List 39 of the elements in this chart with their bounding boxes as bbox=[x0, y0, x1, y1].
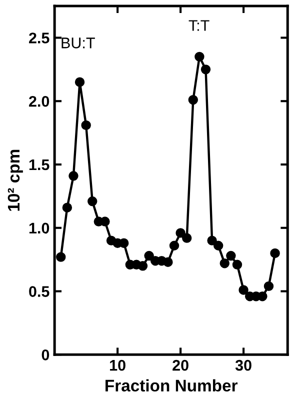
point bbox=[56, 252, 66, 262]
y-tick-label: 0 bbox=[42, 350, 50, 360]
x-axis-title: Fraction Number bbox=[106, 379, 238, 392]
point bbox=[213, 240, 224, 250]
point bbox=[68, 171, 78, 181]
point bbox=[270, 248, 280, 258]
annotation: T:T bbox=[188, 20, 210, 31]
point bbox=[220, 258, 230, 268]
y-tick-label: 0.5 bbox=[29, 286, 50, 297]
point bbox=[264, 281, 274, 292]
point bbox=[81, 120, 91, 130]
point bbox=[88, 196, 98, 206]
x-tick-label: 30 bbox=[235, 360, 252, 371]
y-axis-title: 10² cpm bbox=[8, 150, 23, 211]
point bbox=[138, 261, 148, 271]
y-tick-label: 1.5 bbox=[29, 160, 50, 170]
y-tick-label: 2.0 bbox=[29, 96, 50, 107]
annotation: BU:T bbox=[62, 38, 95, 48]
point bbox=[200, 64, 211, 74]
point bbox=[238, 285, 248, 295]
point bbox=[169, 240, 180, 250]
point bbox=[182, 233, 192, 243]
point bbox=[226, 250, 236, 261]
y-tick-label: 1.0 bbox=[29, 222, 50, 234]
point bbox=[258, 291, 268, 302]
point bbox=[119, 238, 129, 248]
x-tick-label: 10 bbox=[110, 360, 126, 371]
x-tick-label: 20 bbox=[172, 360, 188, 371]
point bbox=[188, 94, 198, 105]
point bbox=[144, 250, 154, 261]
y-tick-label: 2.5 bbox=[29, 32, 50, 44]
point bbox=[194, 52, 204, 62]
point bbox=[100, 216, 110, 226]
point bbox=[176, 228, 186, 238]
point bbox=[207, 236, 217, 246]
point bbox=[232, 260, 242, 270]
point bbox=[62, 202, 72, 212]
point bbox=[74, 77, 85, 87]
point bbox=[163, 257, 173, 267]
